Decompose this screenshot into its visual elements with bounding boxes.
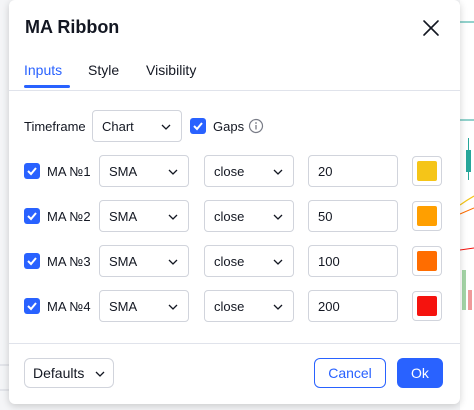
checkmark-icon — [27, 257, 37, 266]
chevron-down-icon — [168, 214, 178, 220]
ma-length-value: 100 — [318, 254, 340, 269]
ma-length-input[interactable]: 20 — [308, 155, 398, 187]
ma-type-value: SMA — [109, 299, 138, 314]
checkmark-icon — [27, 167, 37, 176]
timeframe-label: Timeframe — [24, 119, 86, 134]
ma-color-picker[interactable] — [412, 291, 442, 321]
ma-label: MA №4 — [47, 299, 91, 314]
tab-visibility[interactable]: Visibility — [146, 62, 197, 78]
tab-style[interactable]: Style — [88, 62, 120, 78]
gaps-label: Gaps — [213, 119, 245, 134]
ma-length-value: 50 — [318, 209, 333, 224]
ma-length-input[interactable]: 100 — [308, 245, 398, 277]
checkmark-icon — [193, 122, 203, 131]
ma-label: MA №2 — [47, 209, 91, 224]
ma-checkbox[interactable] — [24, 298, 40, 314]
footer-divider — [9, 343, 460, 344]
ma-type-value: SMA — [109, 254, 138, 269]
checkmark-icon — [27, 212, 37, 221]
cancel-button[interactable]: Cancel — [314, 358, 386, 388]
ma-type-select[interactable]: SMA — [99, 200, 189, 232]
ma-label: MA №1 — [47, 164, 91, 179]
color-swatch — [417, 251, 437, 271]
chevron-down-icon — [168, 259, 178, 265]
ma-source-value: close — [214, 164, 245, 179]
chevron-down-icon — [273, 259, 283, 265]
tabs-divider — [9, 90, 460, 91]
color-swatch — [417, 296, 437, 316]
timeframe-select[interactable]: Chart — [92, 110, 182, 142]
dialog-title: MA Ribbon — [25, 17, 120, 37]
chevron-down-icon — [168, 169, 178, 175]
ma-length-input[interactable]: 50 — [308, 200, 398, 232]
defaults-label: Defaults — [33, 365, 85, 381]
ok-button[interactable]: Ok — [397, 358, 443, 388]
ma-type-value: SMA — [109, 164, 138, 179]
ma-source-select[interactable]: close — [204, 200, 294, 232]
info-icon[interactable] — [248, 118, 264, 134]
ma-source-select[interactable]: close — [204, 245, 294, 277]
ma-checkbox[interactable] — [24, 163, 40, 179]
chevron-down-icon — [273, 214, 283, 220]
color-swatch — [417, 161, 437, 181]
ma-type-select[interactable]: SMA — [99, 245, 189, 277]
ma-length-value: 20 — [318, 164, 333, 179]
close-icon — [423, 20, 439, 36]
color-swatch — [417, 206, 437, 226]
chevron-down-icon — [273, 304, 283, 310]
ma-length-value: 200 — [318, 299, 340, 314]
chevron-down-icon — [95, 371, 105, 377]
ma-color-picker[interactable] — [412, 156, 442, 186]
ma-color-picker[interactable] — [412, 201, 442, 231]
timeframe-value: Chart — [102, 119, 134, 134]
ma-source-select[interactable]: close — [204, 290, 294, 322]
chevron-down-icon — [168, 304, 178, 310]
info-icon-glyph — [248, 118, 264, 134]
tab-inputs[interactable]: Inputs — [24, 62, 63, 78]
ma-checkbox[interactable] — [24, 253, 40, 269]
ma-type-select[interactable]: SMA — [99, 290, 189, 322]
chevron-down-icon — [273, 169, 283, 175]
chevron-down-icon — [161, 124, 171, 130]
ma-source-value: close — [214, 299, 245, 314]
ma-type-select[interactable]: SMA — [99, 155, 189, 187]
checkmark-icon — [27, 302, 37, 311]
close-button[interactable] — [419, 16, 443, 40]
ma-checkbox[interactable] — [24, 208, 40, 224]
ma-color-picker[interactable] — [412, 246, 442, 276]
gaps-checkbox[interactable] — [190, 118, 206, 134]
ma-source-value: close — [214, 254, 245, 269]
active-tab-indicator — [24, 85, 70, 88]
ma-source-select[interactable]: close — [204, 155, 294, 187]
ma-ribbon-dialog: MA Ribbon Inputs Style Visibility Timefr… — [9, 0, 460, 404]
ma-source-value: close — [214, 209, 245, 224]
defaults-dropdown[interactable]: Defaults — [24, 358, 114, 388]
ma-length-input[interactable]: 200 — [308, 290, 398, 322]
ma-type-value: SMA — [109, 209, 138, 224]
ma-label: MA №3 — [47, 254, 91, 269]
